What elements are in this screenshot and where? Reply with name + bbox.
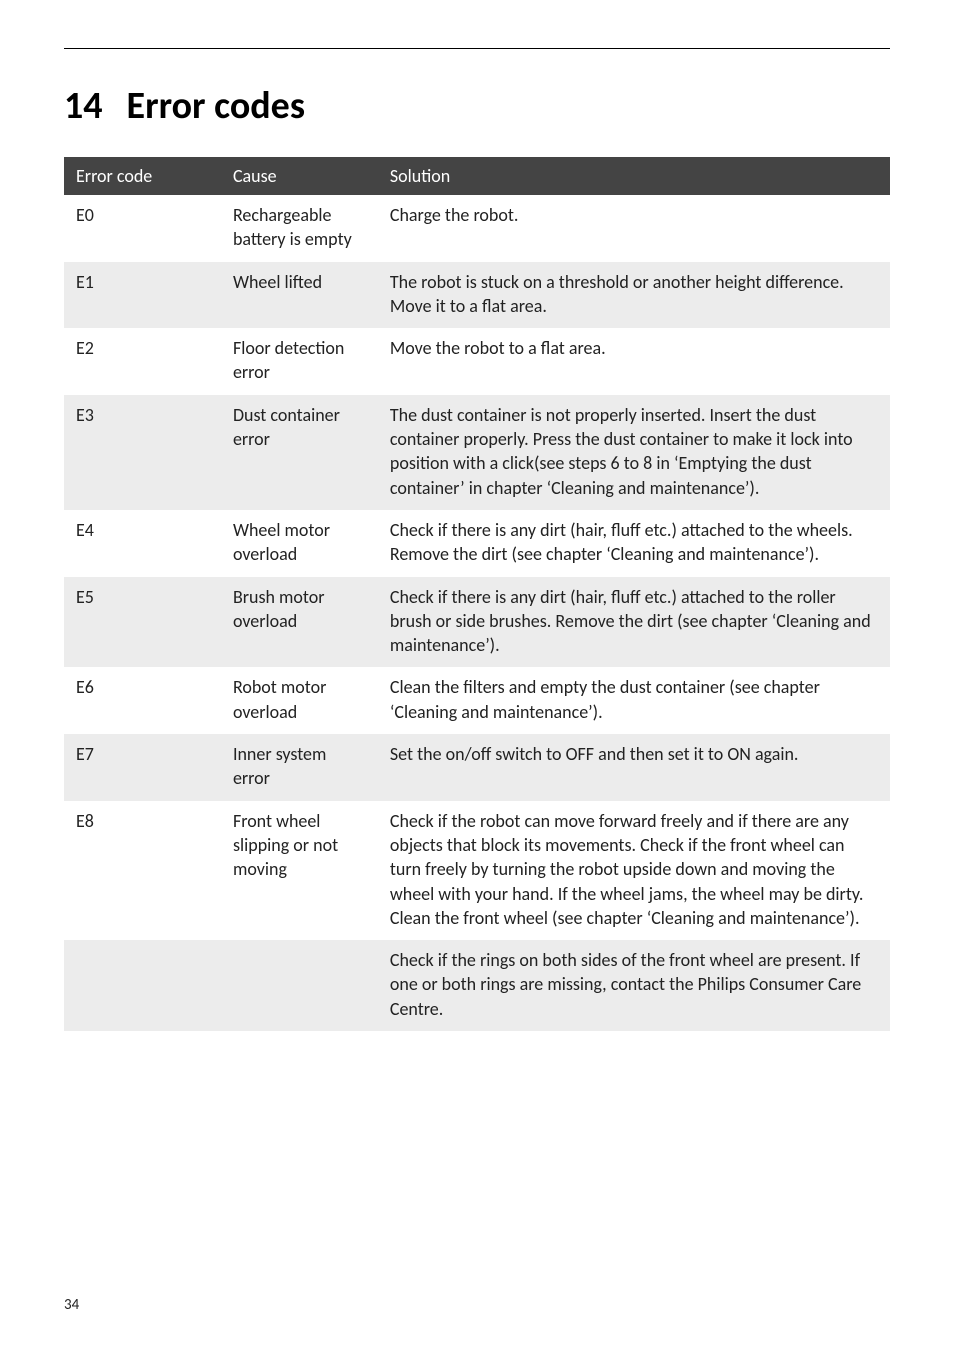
- cell-solution: Clean the filters and empty the dust con…: [378, 667, 890, 734]
- cell-solution: Move the robot to a flat area.: [378, 328, 890, 395]
- col-header-cause: Cause: [221, 157, 378, 195]
- col-header-solution: Solution: [378, 157, 890, 195]
- cell-code: E2: [64, 328, 221, 395]
- cell-cause: Wheel motor overload: [221, 510, 378, 577]
- cell-solution: Charge the robot.: [378, 195, 890, 262]
- table-row: E6 Robot motor overload Clean the filter…: [64, 667, 890, 734]
- section-number: 14: [64, 83, 103, 129]
- section-title-text: Error codes: [127, 83, 305, 129]
- cell-code: E3: [64, 395, 221, 510]
- cell-solution: The robot is stuck on a threshold or ano…: [378, 262, 890, 329]
- cell-cause: Inner system error: [221, 734, 378, 801]
- table-header-row: Error code Cause Solution: [64, 157, 890, 195]
- cell-cause: Dust container error: [221, 395, 378, 510]
- page: 14 Error codes Error code Cause Solution…: [0, 0, 954, 1350]
- table-row: Check if the rings on both sides of the …: [64, 940, 890, 1031]
- cell-solution: Check if the robot can move forward free…: [378, 801, 890, 940]
- cell-code: E5: [64, 577, 221, 668]
- section-heading: 14 Error codes: [64, 83, 890, 129]
- cell-cause: Wheel lifted: [221, 262, 378, 329]
- cell-cause: Brush motor overload: [221, 577, 378, 668]
- cell-solution: Check if there is any dirt (hair, fluff …: [378, 577, 890, 668]
- table-row: E2 Floor detection error Move the robot …: [64, 328, 890, 395]
- cell-solution: The dust container is not properly inser…: [378, 395, 890, 510]
- cell-cause: Robot motor overload: [221, 667, 378, 734]
- table-row: E4 Wheel motor overload Check if there i…: [64, 510, 890, 577]
- table-row: E3 Dust container error The dust contain…: [64, 395, 890, 510]
- cell-solution: Set the on/off switch to OFF and then se…: [378, 734, 890, 801]
- cell-code: E7: [64, 734, 221, 801]
- col-header-code: Error code: [64, 157, 221, 195]
- cell-code: E0: [64, 195, 221, 262]
- table-row: E5 Brush motor overload Check if there i…: [64, 577, 890, 668]
- table-row: E7 Inner system error Set the on/off swi…: [64, 734, 890, 801]
- cell-solution: Check if the rings on both sides of the …: [378, 940, 890, 1031]
- cell-code: E1: [64, 262, 221, 329]
- cell-cause: Front wheel slipping or not moving: [221, 801, 378, 940]
- cell-cause: [221, 940, 378, 1031]
- table-row: E0 Rechargeable battery is empty Charge …: [64, 195, 890, 262]
- cell-code: E6: [64, 667, 221, 734]
- cell-cause: Floor detection error: [221, 328, 378, 395]
- header-rule: [64, 48, 890, 49]
- cell-code: E8: [64, 801, 221, 940]
- error-codes-table: Error code Cause Solution E0 Rechargeabl…: [64, 157, 890, 1031]
- table-row: E1 Wheel lifted The robot is stuck on a …: [64, 262, 890, 329]
- cell-cause: Rechargeable battery is empty: [221, 195, 378, 262]
- cell-code: [64, 940, 221, 1031]
- page-number: 34: [64, 1296, 79, 1314]
- cell-solution: Check if there is any dirt (hair, fluff …: [378, 510, 890, 577]
- cell-code: E4: [64, 510, 221, 577]
- table-row: E8 Front wheel slipping or not moving Ch…: [64, 801, 890, 940]
